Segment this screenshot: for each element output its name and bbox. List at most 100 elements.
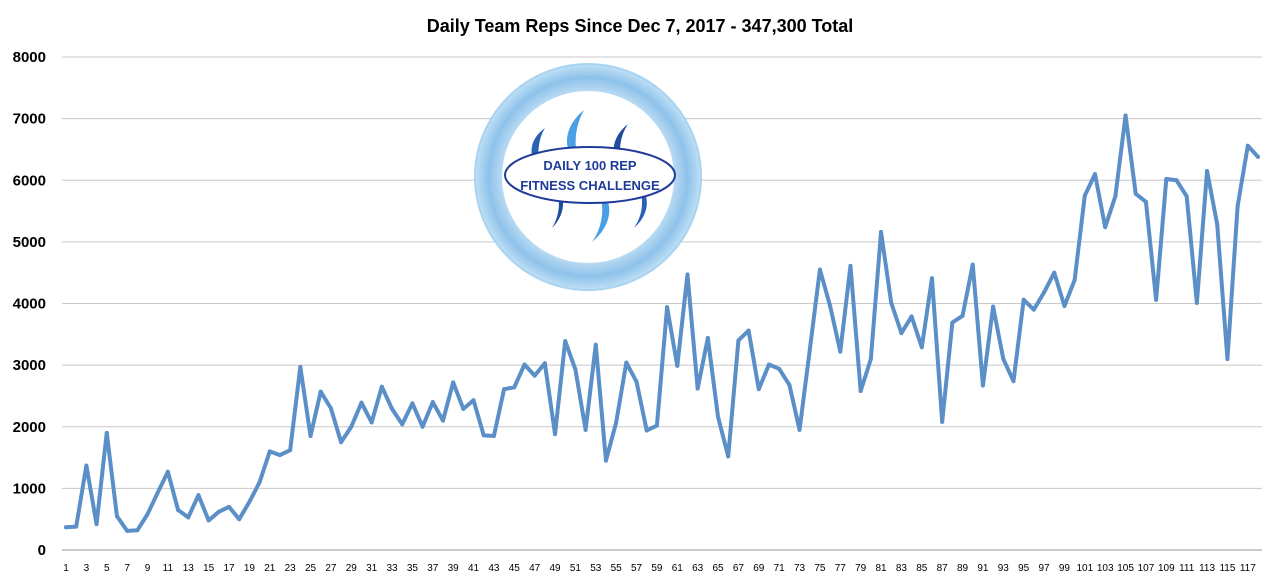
data-point: [512, 385, 517, 390]
data-point: [308, 433, 313, 438]
x-tick-label: 67: [733, 563, 745, 574]
data-point: [807, 348, 812, 353]
x-tick-label: 57: [631, 563, 643, 574]
data-point: [726, 454, 731, 459]
data-point: [716, 414, 721, 419]
data-point: [471, 398, 476, 403]
data-point: [1072, 278, 1077, 283]
data-point: [349, 424, 354, 429]
data-point: [186, 515, 191, 520]
data-point: [1031, 307, 1036, 312]
x-tick-label: 5: [104, 563, 110, 574]
x-tick-label: 27: [325, 563, 337, 574]
data-point: [868, 356, 873, 361]
data-point: [624, 360, 629, 365]
data-point: [940, 419, 945, 424]
x-tick-label: 41: [468, 563, 480, 574]
data-point: [634, 379, 639, 384]
data-point: [410, 401, 415, 406]
x-tick-label: 107: [1138, 563, 1155, 574]
data-point: [797, 427, 802, 432]
data-point: [603, 458, 608, 463]
x-tick-label: 33: [386, 563, 398, 574]
x-tick-label: 105: [1117, 563, 1134, 574]
x-tick-label: 85: [916, 563, 928, 574]
x-tick-label: 53: [590, 563, 602, 574]
x-tick-label: 87: [937, 563, 949, 574]
data-point: [135, 528, 140, 533]
x-tick-label: 97: [1038, 563, 1050, 574]
data-point: [64, 525, 68, 530]
data-point: [1154, 297, 1159, 302]
x-tick-label: 113: [1199, 563, 1215, 574]
x-tick-label: 103: [1097, 563, 1114, 574]
data-point: [1205, 169, 1210, 174]
data-point: [1042, 290, 1047, 295]
data-point: [644, 428, 649, 433]
data-point: [705, 336, 710, 341]
data-point: [1052, 270, 1057, 275]
data-point: [1184, 194, 1189, 199]
data-point: [1143, 199, 1148, 204]
data-point: [1225, 356, 1230, 361]
x-tick-label: 71: [774, 563, 786, 574]
data-point: [960, 313, 965, 318]
x-tick-label: 17: [223, 563, 235, 574]
y-tick-label: 6000: [13, 172, 46, 189]
x-tick-label: 79: [855, 563, 867, 574]
logo-text-line2: FITNESS CHALLENGE: [520, 178, 660, 193]
data-point: [848, 263, 853, 268]
x-tick-label: 109: [1158, 563, 1175, 574]
x-tick-label: 1: [63, 563, 69, 574]
data-point: [502, 387, 507, 392]
data-point: [614, 420, 619, 425]
data-point: [1174, 178, 1179, 183]
x-tick-label: 47: [529, 563, 541, 574]
x-tick-label: 13: [183, 563, 195, 574]
x-tick-label: 61: [672, 563, 684, 574]
x-tick-label: 43: [488, 563, 500, 574]
data-point: [461, 406, 466, 411]
data-point: [1113, 194, 1118, 199]
data-point: [257, 480, 262, 485]
y-tick-label: 1000: [13, 480, 46, 497]
data-point: [522, 362, 527, 367]
x-tick-label: 15: [203, 563, 215, 574]
data-point: [74, 524, 79, 529]
data-point: [746, 328, 751, 333]
x-tick-label: 75: [814, 563, 826, 574]
data-point: [970, 262, 975, 267]
x-tick-label: 101: [1076, 563, 1093, 574]
data-point: [430, 400, 435, 405]
x-tick-label: 115: [1219, 563, 1235, 574]
data-point: [206, 518, 211, 523]
data-point: [267, 449, 272, 454]
data-point: [1215, 222, 1220, 227]
y-tick-label: 4000: [13, 296, 46, 313]
data-point: [298, 364, 303, 369]
x-tick-label: 7: [124, 563, 130, 574]
x-tick-label: 65: [712, 563, 724, 574]
logo-ring-border: [474, 63, 702, 291]
x-tick-label: 9: [145, 563, 151, 574]
series-line: [64, 113, 1260, 533]
challenge-logo: DAILY 100 REP FITNESS CHALLENGE: [474, 63, 702, 291]
data-point: [919, 345, 924, 350]
data-point: [247, 499, 252, 504]
data-point: [583, 427, 588, 432]
data-point: [440, 418, 445, 423]
data-point: [1123, 113, 1128, 118]
data-point: [817, 267, 822, 272]
x-tick-label: 3: [84, 563, 90, 574]
data-point: [542, 361, 547, 366]
data-point: [1133, 191, 1138, 196]
y-tick-label: 7000: [13, 111, 46, 128]
data-point: [288, 448, 293, 453]
data-point: [1062, 303, 1067, 308]
x-tick-label: 49: [549, 563, 561, 574]
data-point: [899, 331, 904, 336]
logo-text-line1: DAILY 100 REP: [543, 158, 637, 173]
data-point: [400, 422, 405, 427]
x-tick-label: 45: [509, 563, 521, 574]
